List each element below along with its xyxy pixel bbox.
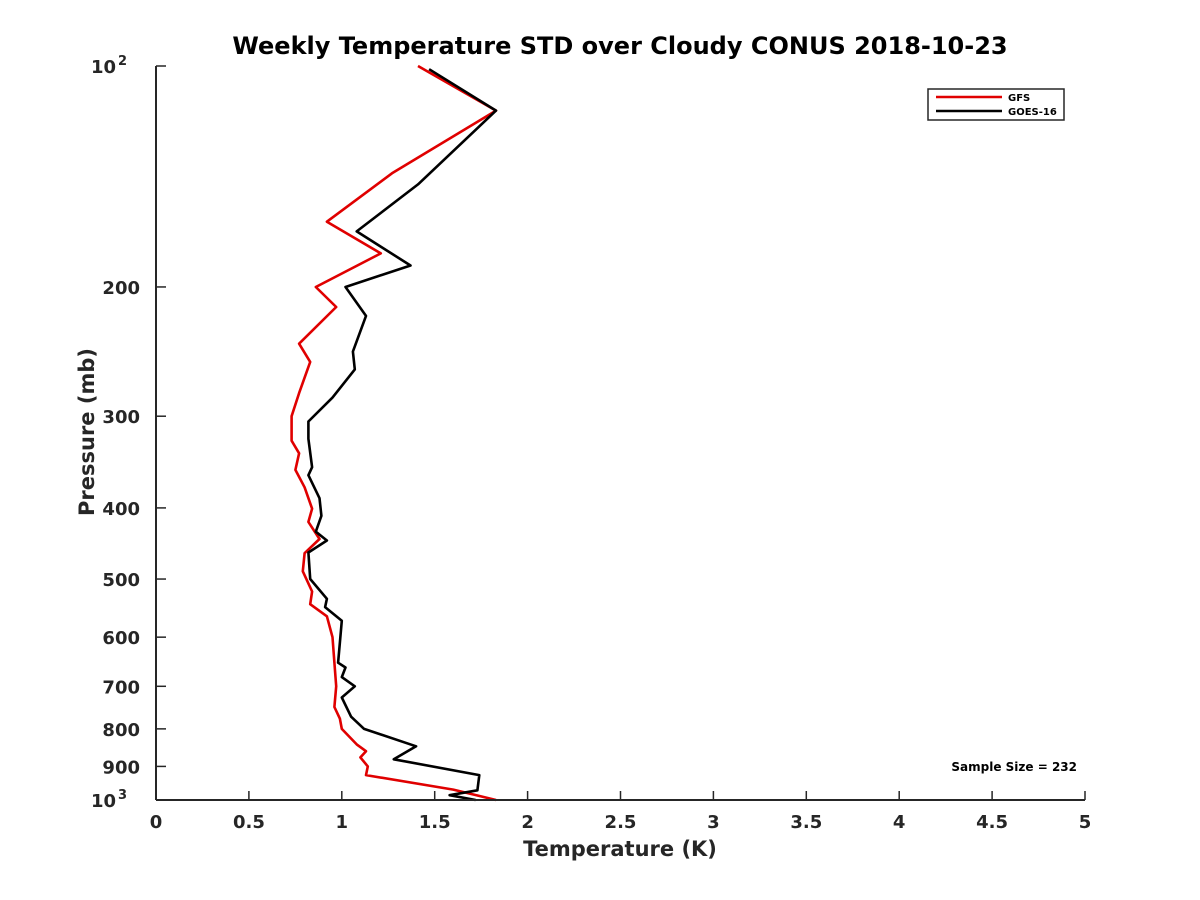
series-line-goes-16 — [307, 68, 498, 802]
legend-label-goes16: GOES-16 — [1008, 107, 1057, 118]
y-tick-label: 200 — [102, 278, 140, 299]
y-tick-label: 10 — [91, 57, 116, 78]
y-tick-label: 600 — [102, 628, 140, 649]
x-tick-label: 3 — [707, 812, 720, 833]
y-tick-label: 700 — [102, 677, 140, 698]
x-tick-label: 5 — [1079, 812, 1092, 833]
y-tick-exponent: 2 — [118, 54, 127, 69]
series-lines — [290, 64, 498, 802]
y-tick-label: 300 — [102, 407, 140, 428]
x-axis-label: Temperature (K) — [523, 837, 717, 861]
y-tick-label: 500 — [102, 570, 140, 591]
x-tick-label: 2.5 — [605, 812, 637, 833]
y-tick-exponent: 3 — [118, 788, 127, 803]
x-tick-label: 2 — [521, 812, 534, 833]
x-tick-label: 4.5 — [976, 812, 1008, 833]
y-axis-label: Pressure (mb) — [75, 348, 99, 516]
legend: GFS GOES-16 — [927, 88, 1065, 121]
y-tick-label: 900 — [102, 757, 140, 778]
x-tick-label: 4 — [893, 812, 906, 833]
legend-label-gfs: GFS — [1008, 93, 1030, 104]
x-tick-label: 0 — [150, 812, 163, 833]
axis-ticks: 0 0.5 1 1.5 2 2.5 3 3.5 4 4.5 510 22003004005006007… — [91, 54, 1091, 833]
x-tick-label: 1 — [336, 812, 349, 833]
y-tick-label: 800 — [102, 720, 140, 741]
x-tick-label: 3.5 — [790, 812, 822, 833]
x-tick-label: 1.5 — [419, 812, 451, 833]
y-tick-label: 400 — [102, 499, 140, 520]
y-tick-label: 10 — [91, 791, 116, 812]
x-tick-label: 0.5 — [233, 812, 265, 833]
series-line-gfs — [290, 64, 498, 802]
chart-title: Weekly Temperature STD over Cloudy CONUS… — [232, 32, 1007, 60]
legend-box — [927, 88, 1065, 121]
sample-size-annotation: Sample Size = 232 — [951, 760, 1077, 774]
